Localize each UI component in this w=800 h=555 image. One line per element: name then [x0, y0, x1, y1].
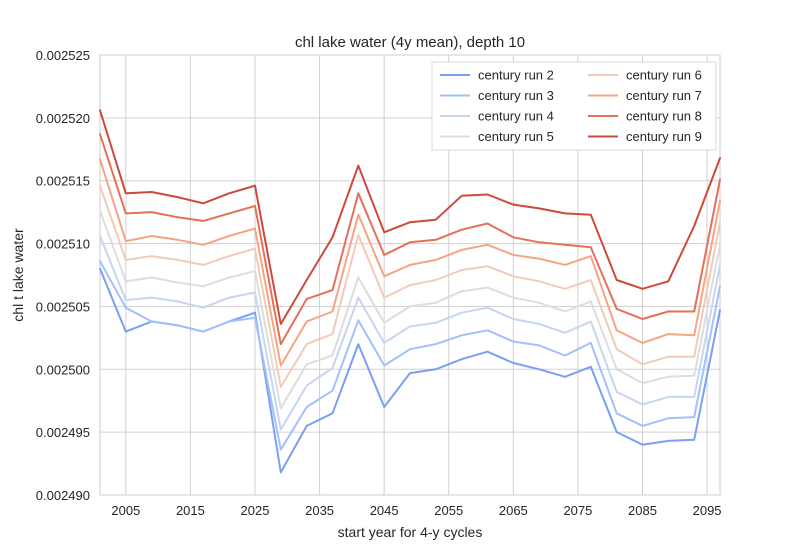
legend-label: century run 5: [478, 129, 554, 144]
series-lines: [99, 109, 721, 474]
x-tick-label: 2015: [176, 503, 205, 518]
legend-label: century run 4: [478, 109, 554, 124]
legend-label: century run 8: [626, 109, 702, 124]
legend-label: century run 3: [478, 88, 554, 103]
x-tick-label: 2005: [111, 503, 140, 518]
x-tick-label: 2095: [693, 503, 722, 518]
legend-label: century run 2: [478, 68, 554, 83]
y-tick-label: 0.002525: [36, 48, 90, 63]
x-tick-label: 2045: [370, 503, 399, 518]
series-line-3: [99, 260, 721, 451]
y-tick-label: 0.002490: [36, 488, 90, 503]
x-tick-label: 2085: [628, 503, 657, 518]
series-line-5: [99, 209, 721, 410]
y-axis-label: chl t lake water: [10, 228, 26, 322]
x-tick-label: 2065: [499, 503, 528, 518]
x-axis-label: start year for 4-y cycles: [338, 524, 483, 540]
legend-box: [431, 61, 717, 151]
legend-label: century run 6: [626, 68, 702, 83]
plot-frame: [99, 54, 721, 496]
series-line-4: [99, 235, 721, 431]
y-tick-labels: 0.002490 0.002495 0.002500 0.002505 0.002510…: [36, 48, 90, 503]
x-tick-labels: 2005 2015 2025 2035 2045 2055 2065 2075 2085 2095: [111, 503, 721, 518]
legend-items: century run 2 century run 3 century run 4 c…: [440, 68, 702, 144]
y-tick-label: 0.002500: [36, 362, 90, 377]
x-tick-label: 2055: [434, 503, 463, 518]
series-line-8: [99, 133, 721, 346]
chart-title: chl lake water (4y mean), depth 10: [295, 34, 525, 51]
x-tick-label: 2075: [563, 503, 592, 518]
series-line-6: [99, 184, 721, 388]
x-tick-label: 2035: [305, 503, 334, 518]
legend-label: century run 9: [626, 129, 702, 144]
series-line-7: [99, 158, 721, 367]
y-tick-label: 0.002505: [36, 299, 90, 314]
series-line-9: [99, 109, 721, 325]
legend-label: century run 7: [626, 88, 702, 103]
legend: century run 2 century run 3 century run 4 c…: [431, 61, 717, 151]
y-tick-label: 0.002495: [36, 425, 90, 440]
y-tick-label: 0.002520: [36, 111, 90, 126]
y-tick-label: 0.002515: [36, 174, 90, 189]
x-tick-label: 2025: [241, 503, 270, 518]
y-tick-label: 0.002510: [36, 237, 90, 252]
